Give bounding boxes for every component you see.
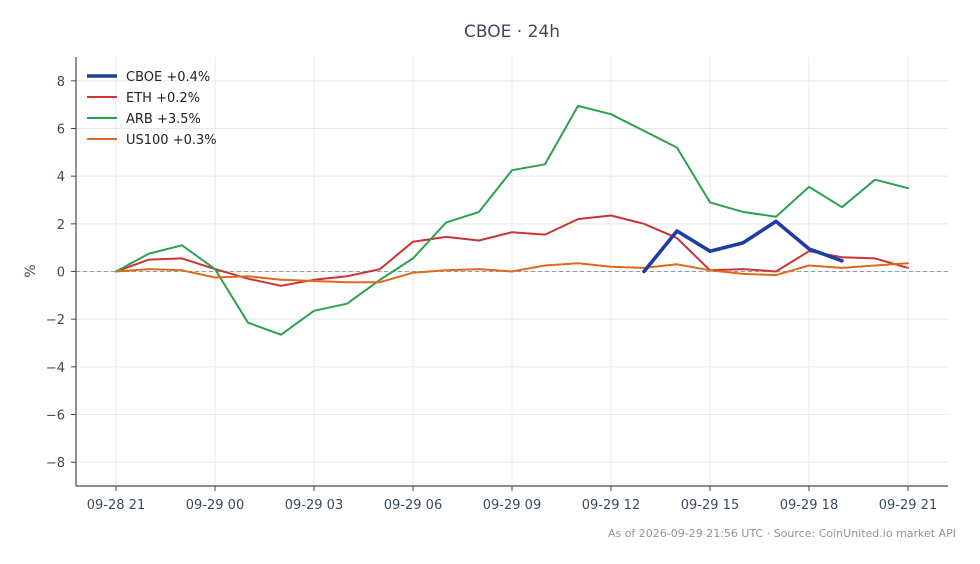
source-note: As of 2026-09-29 21:56 UTC · Source: Coi… bbox=[608, 527, 956, 540]
y-tick-label: 6 bbox=[57, 123, 65, 138]
x-tick-label: 09-28 21 bbox=[87, 498, 145, 513]
legend-label: ETH +0.2% bbox=[126, 91, 200, 106]
chart-title: CBOE · 24h bbox=[464, 22, 560, 42]
legend-label: US100 +0.3% bbox=[126, 133, 217, 148]
x-tick-label: 09-29 21 bbox=[879, 498, 937, 513]
legend-label: CBOE +0.4% bbox=[126, 70, 210, 85]
x-tick-label: 09-29 09 bbox=[483, 498, 541, 513]
x-tick-label: 09-29 12 bbox=[582, 498, 640, 513]
series-lines bbox=[115, 104, 909, 336]
y-tick-label: −4 bbox=[46, 361, 65, 376]
legend: CBOE +0.4% ETH +0.2% ARB +3.5% US100 +0.3% bbox=[87, 70, 217, 148]
x-tick-label: 09-29 18 bbox=[780, 498, 838, 513]
legend-label: ARB +3.5% bbox=[126, 112, 201, 127]
y-tick-label: −2 bbox=[46, 313, 65, 328]
series-line-us100 bbox=[115, 262, 909, 284]
x-tick-label: 09-29 15 bbox=[681, 498, 739, 513]
x-tick-label: 09-29 06 bbox=[384, 498, 442, 513]
x-tick-label: 09-29 03 bbox=[285, 498, 343, 513]
y-axis-label: % bbox=[23, 264, 39, 277]
y-tick-label: −8 bbox=[46, 456, 65, 471]
y-tick-label: 4 bbox=[57, 170, 65, 185]
y-tick-label: 8 bbox=[57, 75, 65, 90]
y-axis-ticks: −8 −6 −4 −2 0 2 4 6 8 bbox=[46, 75, 76, 471]
series-line-eth bbox=[115, 214, 909, 287]
y-tick-label: −6 bbox=[46, 409, 65, 424]
y-tick-label: 2 bbox=[57, 218, 65, 233]
x-axis-ticks: 09-28 21 09-29 00 09-29 03 09-29 06 09-29 09… bbox=[87, 486, 937, 513]
series-line-arb bbox=[115, 104, 909, 336]
x-tick-label: 09-29 00 bbox=[186, 498, 244, 513]
y-tick-label: 0 bbox=[57, 266, 65, 281]
series-line-cboe bbox=[642, 219, 844, 274]
